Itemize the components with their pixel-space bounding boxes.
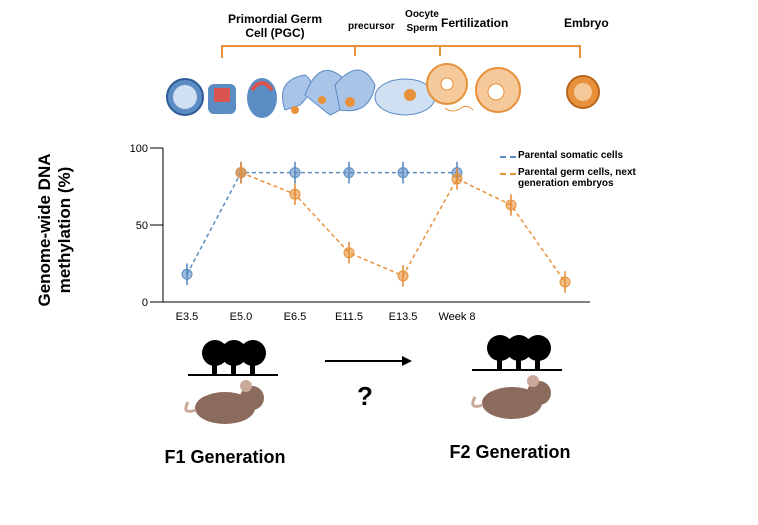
point <box>343 247 355 259</box>
arrow <box>325 356 412 366</box>
y-tick-label: 0 <box>142 297 148 309</box>
legend-label: Parental germ cells, next generation emb… <box>518 167 636 189</box>
y-axis-label: Genome-wide DNA methylation (%) <box>35 153 74 307</box>
point <box>451 173 463 185</box>
point <box>397 167 409 179</box>
legend-swatch <box>500 156 516 158</box>
x-tick-label: E6.5 <box>284 311 307 323</box>
point <box>343 167 355 179</box>
x-tick-label: Week 8 <box>438 311 475 323</box>
y-tick-label: 100 <box>130 143 148 155</box>
legend-swatch <box>500 173 516 175</box>
point <box>181 268 193 280</box>
y-tick-label: 50 <box>136 220 148 232</box>
stage-label: Oocyte Sperm <box>405 9 439 34</box>
stage-label: Primordial Germ Cell (PGC) <box>227 12 323 40</box>
point <box>235 167 247 179</box>
point <box>559 276 571 288</box>
series-line <box>186 171 457 275</box>
f2-diagram <box>471 335 562 419</box>
x-tick-label: E3.5 <box>176 311 199 323</box>
generation-label: F1 Generation <box>164 447 286 467</box>
legend-entry: Parental somatic cells <box>500 150 710 161</box>
point <box>289 188 301 200</box>
x-tick-label: E13.5 <box>389 311 418 323</box>
point <box>289 167 301 179</box>
stage-bracket <box>221 45 581 58</box>
question-mark: ? <box>357 381 373 411</box>
point <box>397 270 409 282</box>
x-tick-label: E5.0 <box>230 311 253 323</box>
generation-label: F2 Generation <box>449 442 571 462</box>
legend: Parental somatic cells Parental germ cell… <box>500 150 710 195</box>
x-tick-label: E11.5 <box>335 311 363 323</box>
f1-diagram <box>184 340 278 424</box>
legend-entry: Parental germ cells, next generation emb… <box>500 167 710 189</box>
embryo-icons <box>166 63 600 118</box>
stage-label: Fertilization <box>441 16 509 30</box>
legend-label: Parental somatic cells <box>518 150 624 161</box>
point <box>505 199 517 211</box>
stage-label: precursor <box>348 21 395 32</box>
stage-label: Embryo <box>564 16 609 30</box>
